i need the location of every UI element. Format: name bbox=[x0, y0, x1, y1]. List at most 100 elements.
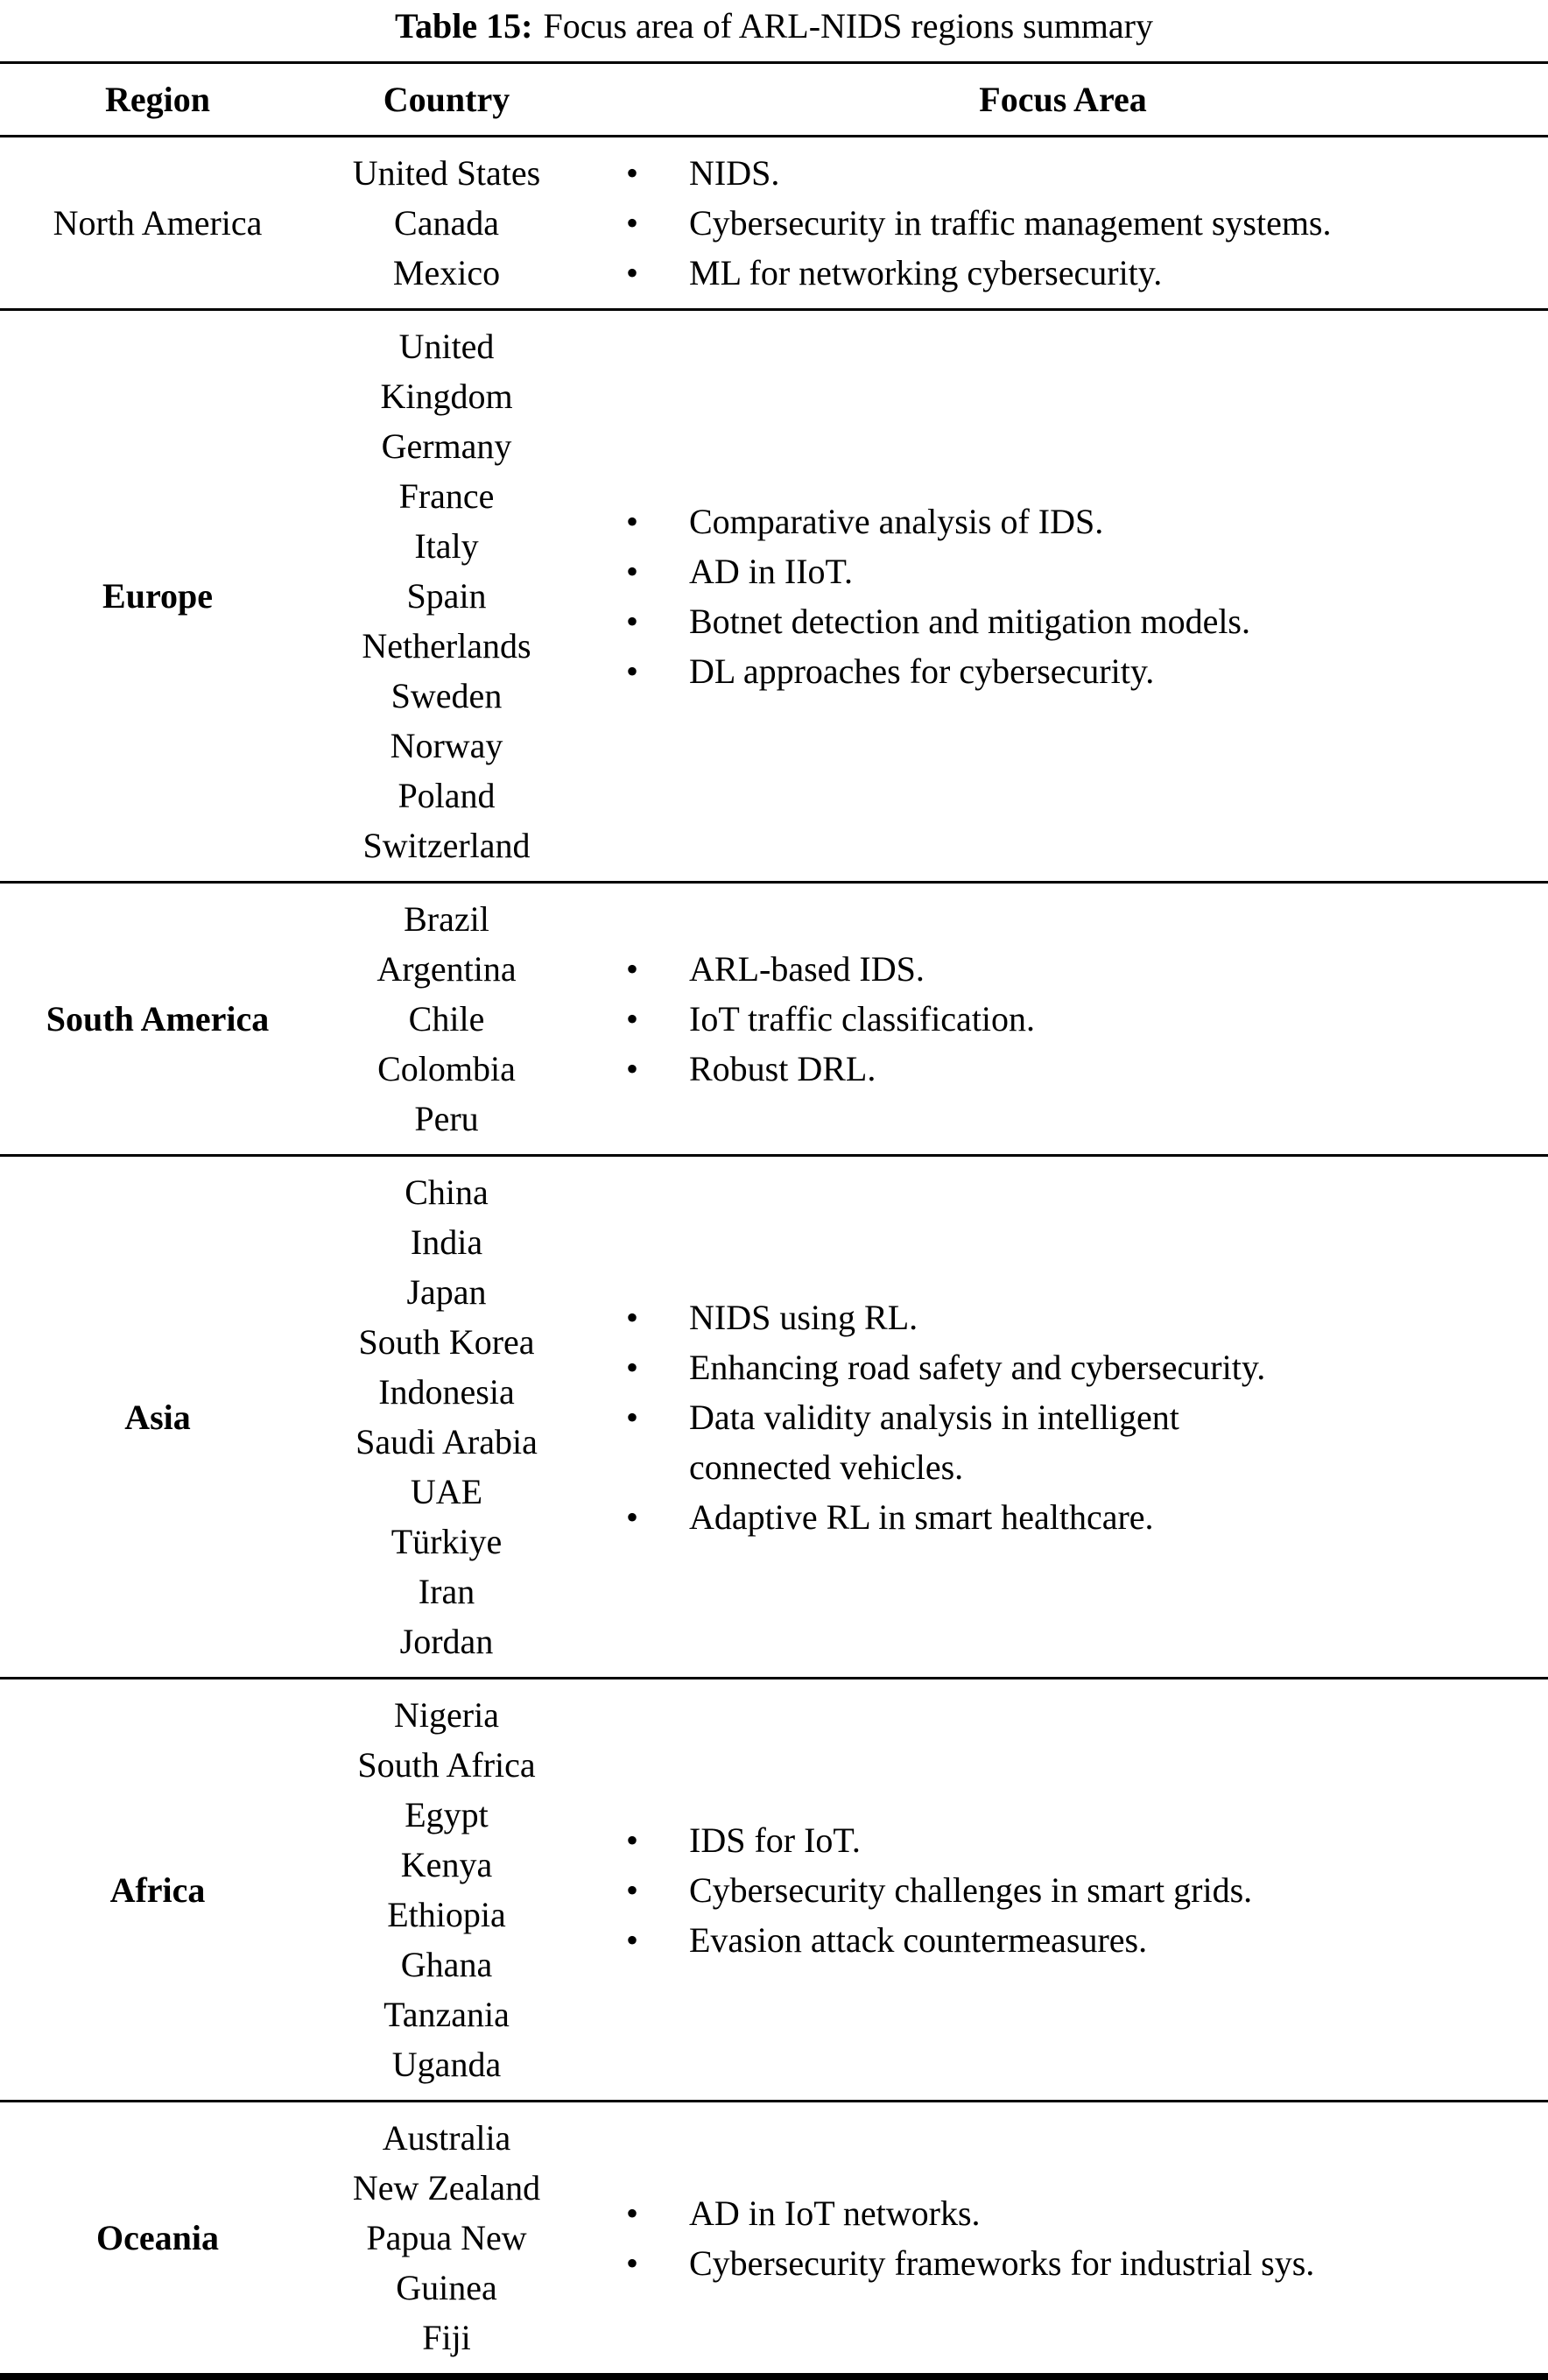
focus-area-item: • Data validity analysis in intelligent c… bbox=[578, 1392, 1548, 1492]
bullet-icon: • bbox=[626, 2243, 639, 2283]
focus-area-item: • Cybersecurity in traffic management sys… bbox=[578, 198, 1548, 248]
country-name: Canada bbox=[394, 203, 499, 243]
focus-area-item: • Botnet detection and mitigation models. bbox=[578, 596, 1548, 646]
bullet-icon: • bbox=[626, 1820, 639, 1860]
country-name: Ethiopia bbox=[387, 1895, 506, 1934]
bullet-icon: • bbox=[626, 203, 639, 243]
table-body: North America United States Canada Mexico … bbox=[0, 137, 1548, 2377]
focus-area-text: Data validity analysis in intelligent co… bbox=[689, 1397, 1179, 1487]
focus-area-item: • Cybersecurity challenges in smart grids… bbox=[578, 1865, 1548, 1915]
focus-area-text: Cybersecurity challenges in smart grids. bbox=[689, 1869, 1253, 1910]
country-name: Tanzania bbox=[383, 1995, 510, 2034]
country-list: Australia New Zealand Papua New Guinea Fiji bbox=[315, 2102, 578, 2377]
bullet-icon: • bbox=[626, 1347, 639, 1387]
focus-list: • ARL-based IDS. • IoT traffic classificati… bbox=[578, 944, 1548, 1094]
bullet-icon: • bbox=[626, 501, 639, 541]
focus-area-item: • AD in IIoT. bbox=[578, 546, 1548, 596]
region-cell: Oceania bbox=[0, 2102, 315, 2377]
focus-area-text: Cybersecurity frameworks for industrial … bbox=[689, 2243, 1315, 2283]
focus-area-text: Robust DRL. bbox=[689, 1049, 876, 1088]
bullet-icon: • bbox=[626, 1049, 639, 1088]
country-name: Italy bbox=[414, 526, 479, 566]
bullet-icon: • bbox=[626, 1919, 639, 1960]
focus-area-cell: • IDS for IoT. • Cybersecurity challenges i… bbox=[578, 1679, 1548, 2102]
table-row: Europe United Kingdom Germany France Italy S… bbox=[0, 310, 1548, 883]
focus-area-text: AD in IIoT. bbox=[689, 551, 853, 591]
country-name: India bbox=[410, 1222, 483, 1262]
focus-area-item: • Cybersecurity frameworks for industrial… bbox=[578, 2238, 1548, 2288]
country-name: Sweden bbox=[391, 676, 503, 715]
region-name: South America bbox=[46, 999, 270, 1039]
focus-area-text: NIDS. bbox=[689, 153, 780, 193]
country-name: Japan bbox=[406, 1272, 487, 1312]
country-name: South Africa bbox=[357, 1745, 536, 1785]
region-cell: Europe bbox=[0, 310, 315, 883]
country-name: Mexico bbox=[392, 253, 501, 292]
country-name: Jordan bbox=[399, 1622, 494, 1661]
country-name: Türkiye bbox=[391, 1522, 503, 1561]
focus-area-text: ML for networking cybersecurity. bbox=[689, 253, 1163, 292]
country-list: United States Canada Mexico bbox=[315, 137, 578, 310]
focus-area-text: IoT traffic classification. bbox=[689, 999, 1036, 1039]
country-name: Saudi Arabia bbox=[355, 1422, 538, 1461]
focus-area-text: Enhancing road safety and cybersecurity. bbox=[689, 1347, 1266, 1387]
country-name: Papua New Guinea bbox=[366, 2218, 527, 2307]
country-name: Brazil bbox=[404, 899, 489, 939]
focus-list: • NIDS. • Cybersecurity in traffic manageme… bbox=[578, 148, 1548, 298]
focus-area-cell: • Comparative analysis of IDS. • AD in IIoT… bbox=[578, 310, 1548, 883]
focus-area-item: • ARL-based IDS. bbox=[578, 944, 1548, 994]
bullet-icon: • bbox=[626, 601, 639, 641]
bullet-icon: • bbox=[626, 2193, 639, 2233]
bullet-icon: • bbox=[626, 253, 639, 292]
focus-area-item: • Enhancing road safety and cybersecurity… bbox=[578, 1342, 1548, 1392]
focus-area-item: • NIDS using RL. bbox=[578, 1292, 1548, 1342]
bullet-icon: • bbox=[626, 949, 639, 989]
region-cell: Asia bbox=[0, 1156, 315, 1679]
country-name: Netherlands bbox=[362, 626, 531, 665]
country-name: UAE bbox=[410, 1472, 483, 1511]
column-header-region: Region bbox=[0, 62, 315, 137]
country-name: China bbox=[405, 1172, 489, 1212]
focus-area-text: Adaptive RL in smart healthcare. bbox=[689, 1496, 1154, 1537]
bullet-icon: • bbox=[626, 1397, 639, 1437]
focus-area-text: Botnet detection and mitigation models. bbox=[689, 601, 1250, 641]
table-caption: Table 15: Focus area of ARL-NIDS regions … bbox=[0, 0, 1548, 61]
focus-list: • IDS for IoT. • Cybersecurity challenges i… bbox=[578, 1815, 1548, 1965]
region-name: Oceania bbox=[96, 2218, 219, 2257]
country-name: Nigeria bbox=[394, 1695, 499, 1735]
focus-area-cell: • ARL-based IDS. • IoT traffic classificati… bbox=[578, 883, 1548, 1156]
region-cell: South America bbox=[0, 883, 315, 1156]
focus-area-text: Evasion attack countermeasures. bbox=[689, 1919, 1148, 1960]
country-list: China India Japan South Korea Indonesia Saudi… bbox=[315, 1156, 578, 1679]
focus-area-item: • DL approaches for cybersecurity. bbox=[578, 646, 1548, 696]
table-row: South America Brazil Argentina Chile Colomb… bbox=[0, 883, 1548, 1156]
region-name: North America bbox=[53, 203, 263, 243]
country-list: Brazil Argentina Chile Colombia Peru bbox=[315, 883, 578, 1156]
bullet-icon: • bbox=[626, 153, 639, 193]
focus-area-cell: • NIDS. • Cybersecurity in traffic manageme… bbox=[578, 137, 1548, 310]
table-header-row: Region Country Focus Area bbox=[0, 62, 1548, 137]
country-name: Poland bbox=[398, 776, 496, 815]
focus-area-text: Cybersecurity in traffic management syst… bbox=[689, 203, 1332, 243]
regions-summary-table: Region Country Focus Area North America … bbox=[0, 61, 1548, 2380]
country-name: Spain bbox=[406, 576, 487, 616]
focus-area-item: • NIDS. bbox=[578, 148, 1548, 198]
table-caption-text: Focus area of ARL-NIDS regions summary bbox=[543, 6, 1153, 46]
focus-area-cell: • NIDS using RL. • Enhancing road safety an… bbox=[578, 1156, 1548, 1679]
focus-area-item: • AD in IoT networks. bbox=[578, 2188, 1548, 2238]
country-name: Iran bbox=[418, 1572, 475, 1611]
bullet-icon: • bbox=[626, 1496, 639, 1537]
focus-area-cell: • AD in IoT networks. • Cybersecurity frame… bbox=[578, 2102, 1548, 2377]
focus-area-text: DL approaches for cybersecurity. bbox=[689, 651, 1155, 691]
country-name: Germany bbox=[381, 426, 512, 466]
country-list: United Kingdom Germany France Italy Spain Net… bbox=[315, 310, 578, 883]
column-header-country: Country bbox=[315, 62, 578, 137]
focus-area-text: NIDS using RL. bbox=[689, 1297, 918, 1337]
country-name: France bbox=[398, 476, 495, 516]
focus-area-text: Comparative analysis of IDS. bbox=[689, 501, 1104, 541]
country-name: Egypt bbox=[405, 1795, 489, 1834]
table-row: Asia China India Japan South Korea Indonesia… bbox=[0, 1156, 1548, 1679]
focus-list: • AD in IoT networks. • Cybersecurity frame… bbox=[578, 2188, 1548, 2288]
focus-area-item: • Evasion attack countermeasures. bbox=[578, 1915, 1548, 1965]
